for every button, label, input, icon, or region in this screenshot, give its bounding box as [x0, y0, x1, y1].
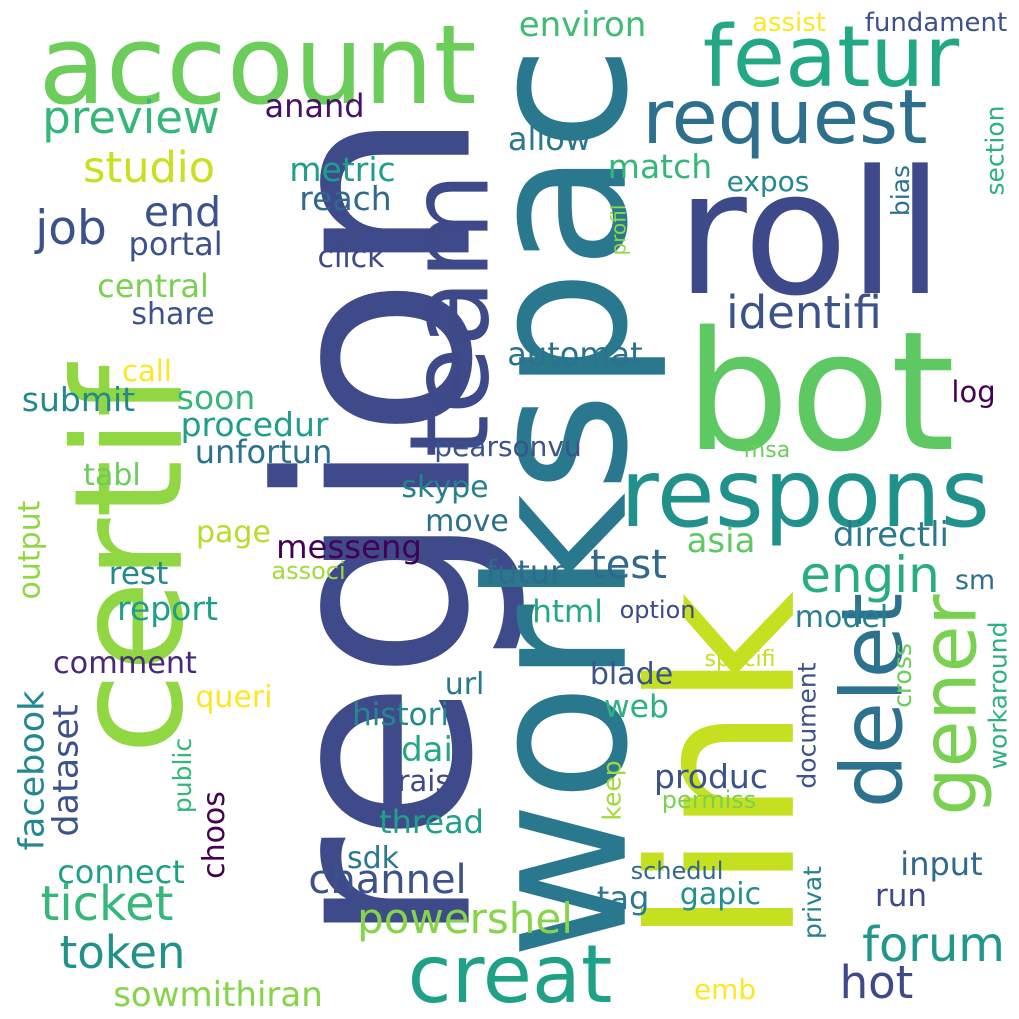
word-report: report [117, 589, 218, 628]
word-expos: expos [726, 165, 810, 198]
word-respons: respons [620, 439, 990, 549]
word-facebook: facebook [12, 690, 53, 850]
word-click: click [317, 240, 385, 275]
word-emb: emb [694, 973, 757, 1006]
word-messeng: messeng [276, 527, 422, 566]
word-specifi: specifi [704, 647, 776, 672]
word-move: move [425, 504, 509, 539]
word-request: request [642, 73, 928, 161]
word-dataset: dataset [46, 703, 87, 837]
word-asia: asia [686, 521, 756, 561]
word-histori: histori [352, 697, 449, 733]
word-job: job [35, 201, 107, 256]
word-sdk: sdk [347, 841, 400, 876]
word-sm: sm [955, 564, 996, 596]
word-unfortun: unfortun [194, 433, 333, 471]
word-blade: blade [589, 657, 674, 692]
word-anand: anand [264, 87, 365, 125]
word-account: account [38, 1, 477, 129]
word-privat: privat [798, 865, 828, 940]
word-identifi: identifi [726, 286, 882, 339]
word-call: call [122, 354, 172, 388]
word-rais: rais [397, 764, 451, 798]
word-test: test [590, 542, 667, 588]
word-studio: studio [83, 143, 216, 193]
word-connect: connect [57, 853, 185, 891]
word-input: input [900, 845, 983, 883]
word-output: output [11, 500, 47, 600]
word-assist: assist [752, 8, 826, 38]
word-thread: thread [379, 803, 484, 841]
word-bias: bias [885, 164, 915, 216]
word-match: match [607, 147, 713, 186]
word-msa: msa [743, 438, 791, 463]
word-profil: profil [606, 204, 631, 256]
word-schedul: schedul [630, 857, 724, 885]
word-comment: comment [53, 645, 197, 681]
word-document: document [792, 661, 822, 789]
word-forum: forum [862, 918, 1005, 973]
word-workaround: workaround [982, 621, 1012, 769]
word-gener: gener [904, 594, 994, 816]
word-portal: portal [128, 225, 223, 263]
word-tabl: tabl [83, 458, 141, 493]
word-produc: produc [654, 757, 768, 796]
word-tag: tag [596, 879, 650, 917]
word-metric: metric [289, 150, 396, 189]
word-sowmithiran: sowmithiran [113, 975, 323, 1015]
word-featur: featur [702, 8, 960, 107]
word-rest: rest [108, 556, 169, 592]
word-central: central [97, 267, 209, 305]
word-gapic: gapic [679, 877, 762, 912]
word-cross: cross [888, 642, 918, 708]
word-directli: directli [832, 515, 949, 555]
word-share: share [131, 297, 215, 332]
word-token: token [59, 926, 186, 979]
word-automat: automat [507, 335, 643, 373]
word-roll: roll [676, 133, 944, 334]
word-submit: submit [21, 380, 136, 419]
word-bot: bot [684, 296, 956, 488]
word-permiss: permiss [661, 786, 757, 814]
word-powershel: powershel [357, 894, 573, 943]
word-reach: reach [299, 179, 392, 218]
word-keep: keep [598, 759, 627, 821]
word-soon: soon [176, 378, 256, 417]
word-section: section [980, 104, 1010, 196]
word-fundament: fundament [864, 8, 1008, 38]
word-log: log [951, 375, 996, 409]
word-preview: preview [42, 91, 220, 144]
word-team: team [385, 172, 514, 458]
word-web: web [604, 689, 669, 726]
word-choos: choos [197, 791, 233, 879]
word-option: option [619, 596, 696, 624]
word-procedur: procedur [180, 405, 329, 444]
word-hot: hot [839, 956, 914, 1009]
word-environ: environ [518, 5, 647, 45]
word-ticket: ticket [40, 876, 174, 932]
word-page: page [196, 515, 271, 550]
word-queri: queri [195, 680, 273, 715]
word-run: run [875, 878, 928, 914]
word-dai: dai [401, 730, 453, 770]
word-pearsonvu: pearsonvu [434, 430, 582, 463]
word-creat: creat [407, 928, 613, 1019]
word-engin: engin [800, 546, 940, 604]
word-url: url [444, 667, 485, 702]
word-allow: allow [507, 120, 592, 158]
word-html: html [532, 594, 603, 630]
word-model: model [794, 600, 889, 635]
word-end: end [143, 188, 222, 236]
word-skype: skype [401, 470, 489, 505]
word-futur: futur [485, 553, 564, 591]
word-public: public [168, 737, 198, 813]
word-associ: associ [271, 557, 346, 585]
word-channel: channel [308, 857, 467, 903]
